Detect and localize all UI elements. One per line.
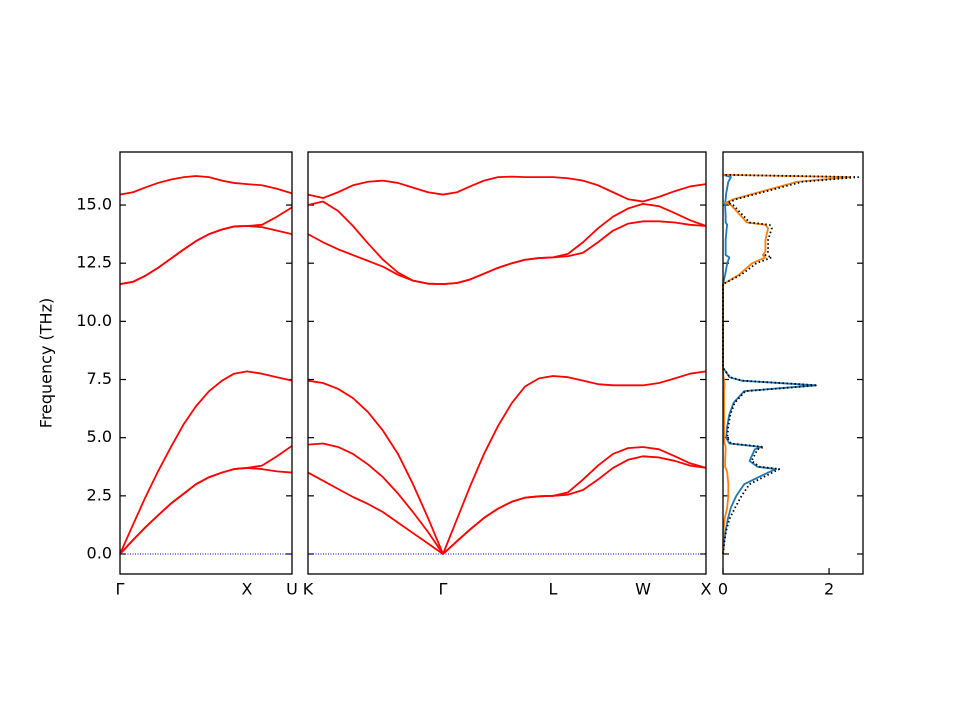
band-line bbox=[307, 220, 707, 286]
x-tick-label: W bbox=[635, 580, 651, 599]
y-tick-label: 12.5 bbox=[76, 253, 112, 272]
x-tick-label: X bbox=[242, 580, 253, 599]
x-tick-label: X bbox=[701, 580, 712, 599]
band-line bbox=[307, 442, 707, 555]
y-tick-label: 7.5 bbox=[87, 369, 112, 388]
band-line bbox=[119, 445, 293, 555]
x-tick-label: Γ bbox=[116, 580, 125, 599]
band-line bbox=[307, 370, 707, 555]
band-line bbox=[307, 175, 707, 203]
x-tick-label: Γ bbox=[439, 580, 448, 599]
plot-frame bbox=[307, 151, 707, 575]
band-line bbox=[307, 200, 707, 286]
band-line bbox=[119, 467, 293, 555]
y-tick-label: 10.0 bbox=[76, 311, 112, 330]
band-line bbox=[119, 175, 293, 196]
y-tick-label: 15.0 bbox=[76, 195, 112, 214]
y-tick-label: 2.5 bbox=[87, 485, 112, 504]
plot-frame bbox=[119, 151, 293, 575]
dos-line bbox=[722, 173, 852, 555]
dos-line bbox=[722, 173, 860, 555]
y-tick-label: 5.0 bbox=[87, 427, 112, 446]
x-tick-label: 0 bbox=[718, 580, 728, 599]
dos-line bbox=[722, 173, 817, 555]
band-line bbox=[119, 206, 293, 286]
y-tick-label: 0.0 bbox=[87, 543, 112, 562]
x-tick-label: L bbox=[549, 580, 558, 599]
x-tick-label: K bbox=[303, 580, 314, 599]
y-axis-label: Frequency (THz) bbox=[37, 298, 56, 428]
x-tick-label: U bbox=[286, 580, 298, 599]
band-line bbox=[119, 370, 293, 555]
plot-frame bbox=[722, 151, 864, 575]
x-tick-label: 2 bbox=[824, 580, 834, 599]
